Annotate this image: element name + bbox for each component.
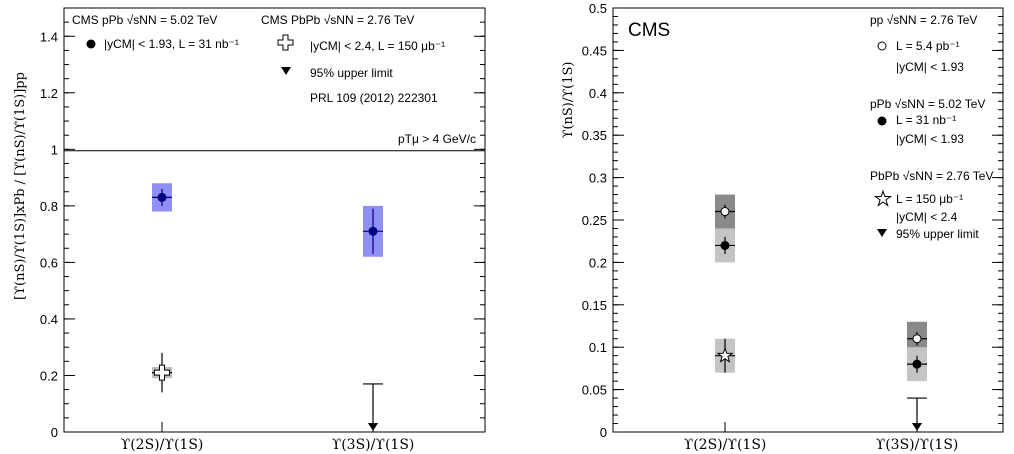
data-point-filled-circle <box>912 359 922 369</box>
legend-reference: PRL 109 (2012) 222301 <box>310 91 438 105</box>
legend-down-triangle-icon <box>281 67 291 75</box>
legend-pbpb-header: CMS PbPb √sNN = 2.76 TeV <box>261 13 414 27</box>
x-category-label: ϒ(2S)/ϒ(1S) <box>121 437 204 453</box>
legend-ppb-header: pPb √sNN = 5.02 TeV <box>870 97 985 111</box>
y-tick-label: 1.2 <box>40 86 58 101</box>
legend-ppb-rap: |yCM| < 1.93 <box>896 132 964 146</box>
legend-upper-limit: 95% upper limit <box>310 66 393 80</box>
data-point-open-circle <box>720 207 730 217</box>
y-tick-label: 0.8 <box>40 199 58 214</box>
y-tick-label: 0.45 <box>582 43 607 58</box>
legend-pp-rap: |yCM| < 1.93 <box>896 60 964 74</box>
data-point-filled-circle <box>368 226 378 236</box>
y-tick-label: 0.2 <box>40 368 58 383</box>
cms-label: CMS <box>628 20 670 41</box>
x-category-label: ϒ(3S)/ϒ(1S) <box>332 437 415 453</box>
x-category-label: ϒ(3S)/ϒ(1S) <box>876 437 959 453</box>
x-category-label: ϒ(2S)/ϒ(1S) <box>684 437 767 453</box>
legend-open-star-icon <box>873 189 893 207</box>
left-axes <box>63 7 486 433</box>
y-tick-label: 0.6 <box>40 255 58 270</box>
legend-down-triangle-icon <box>877 229 887 237</box>
y-tick-label: 1.4 <box>40 29 58 44</box>
legend-ppb-entry: |yCM| < 1.93, L = 31 nb⁻¹ <box>104 37 239 51</box>
legend-upper-limit: 95% upper limit <box>896 227 979 241</box>
single-ratio-chart: 0 0.05 0.1 0.15 0.2 0.25 0.3 0.35 0.4 0.45 0.5 ϒ(2… <box>561 1 1004 453</box>
data-point-open-circle <box>912 334 922 344</box>
legend-filled-circle-icon <box>877 116 887 126</box>
data-point-open-star <box>716 346 734 363</box>
y-tick-label: 0.1 <box>589 340 607 355</box>
pt-cut-label: pTμ > 4 GeV/c <box>398 132 476 146</box>
y-tick-label: 0.4 <box>40 312 58 327</box>
legend-pbpb-lumi: L = 150 μb⁻¹ <box>896 192 963 206</box>
y-tick-label: 0.5 <box>589 1 607 16</box>
y-tick-label: 1 <box>51 142 58 157</box>
legend-open-circle-icon <box>877 41 887 51</box>
y-tick-label: 0.3 <box>589 171 607 186</box>
y-tick-label: 0.15 <box>582 298 607 313</box>
legend-pbpb-header: PbPb √sNN = 2.76 TeV <box>870 169 993 183</box>
legend-ppb-header: CMS pPb √sNN = 5.02 TeV <box>72 13 217 27</box>
legend-pbpb-entry: |yCM| < 2.4, L = 150 μb⁻¹ <box>310 39 445 53</box>
left-legend: CMS pPb √sNN = 5.02 TeV |yCM| < 1.93, L … <box>72 13 476 146</box>
legend-ppb-lumi: L = 31 nb⁻¹ <box>896 113 956 127</box>
y-tick-label: 0 <box>51 425 58 440</box>
right-legend: pp √sNN = 2.76 TeV L = 5.4 pb⁻¹ |yCM| < … <box>870 13 993 241</box>
y-tick-label: 0.25 <box>582 213 607 228</box>
legend-open-cross-icon <box>277 34 294 51</box>
y-tick-label: 0.35 <box>582 128 607 143</box>
y-tick-label: 0.4 <box>589 86 607 101</box>
double-ratio-chart: 0 0.2 0.4 0.6 0.8 1 1.2 1.4 ϒ(2S)/ϒ(1S) ϒ(3S)/ϒ(… <box>13 7 486 453</box>
data-point-filled-circle <box>157 192 167 202</box>
right-y-axis-label: ϒ(nS)/ϒ(1S) <box>561 62 576 139</box>
y-tick-label: 0 <box>600 425 607 440</box>
legend-filled-circle-icon <box>86 39 96 49</box>
legend-pbpb-rap: |yCM| < 2.4 <box>896 210 958 224</box>
left-y-axis-label: [ϒ(nS)/ϒ(1S)]xPb / [ϒ(nS)/ϒ(1S)]pp <box>13 72 28 300</box>
data-point-open-cross <box>154 364 170 381</box>
y-tick-label: 0.05 <box>582 383 607 398</box>
legend-pp-lumi: L = 5.4 pb⁻¹ <box>896 39 960 53</box>
legend-pp-header: pp √sNN = 2.76 TeV <box>870 13 977 27</box>
y-tick-label: 0.2 <box>589 255 607 270</box>
data-point-filled-circle <box>720 240 730 250</box>
